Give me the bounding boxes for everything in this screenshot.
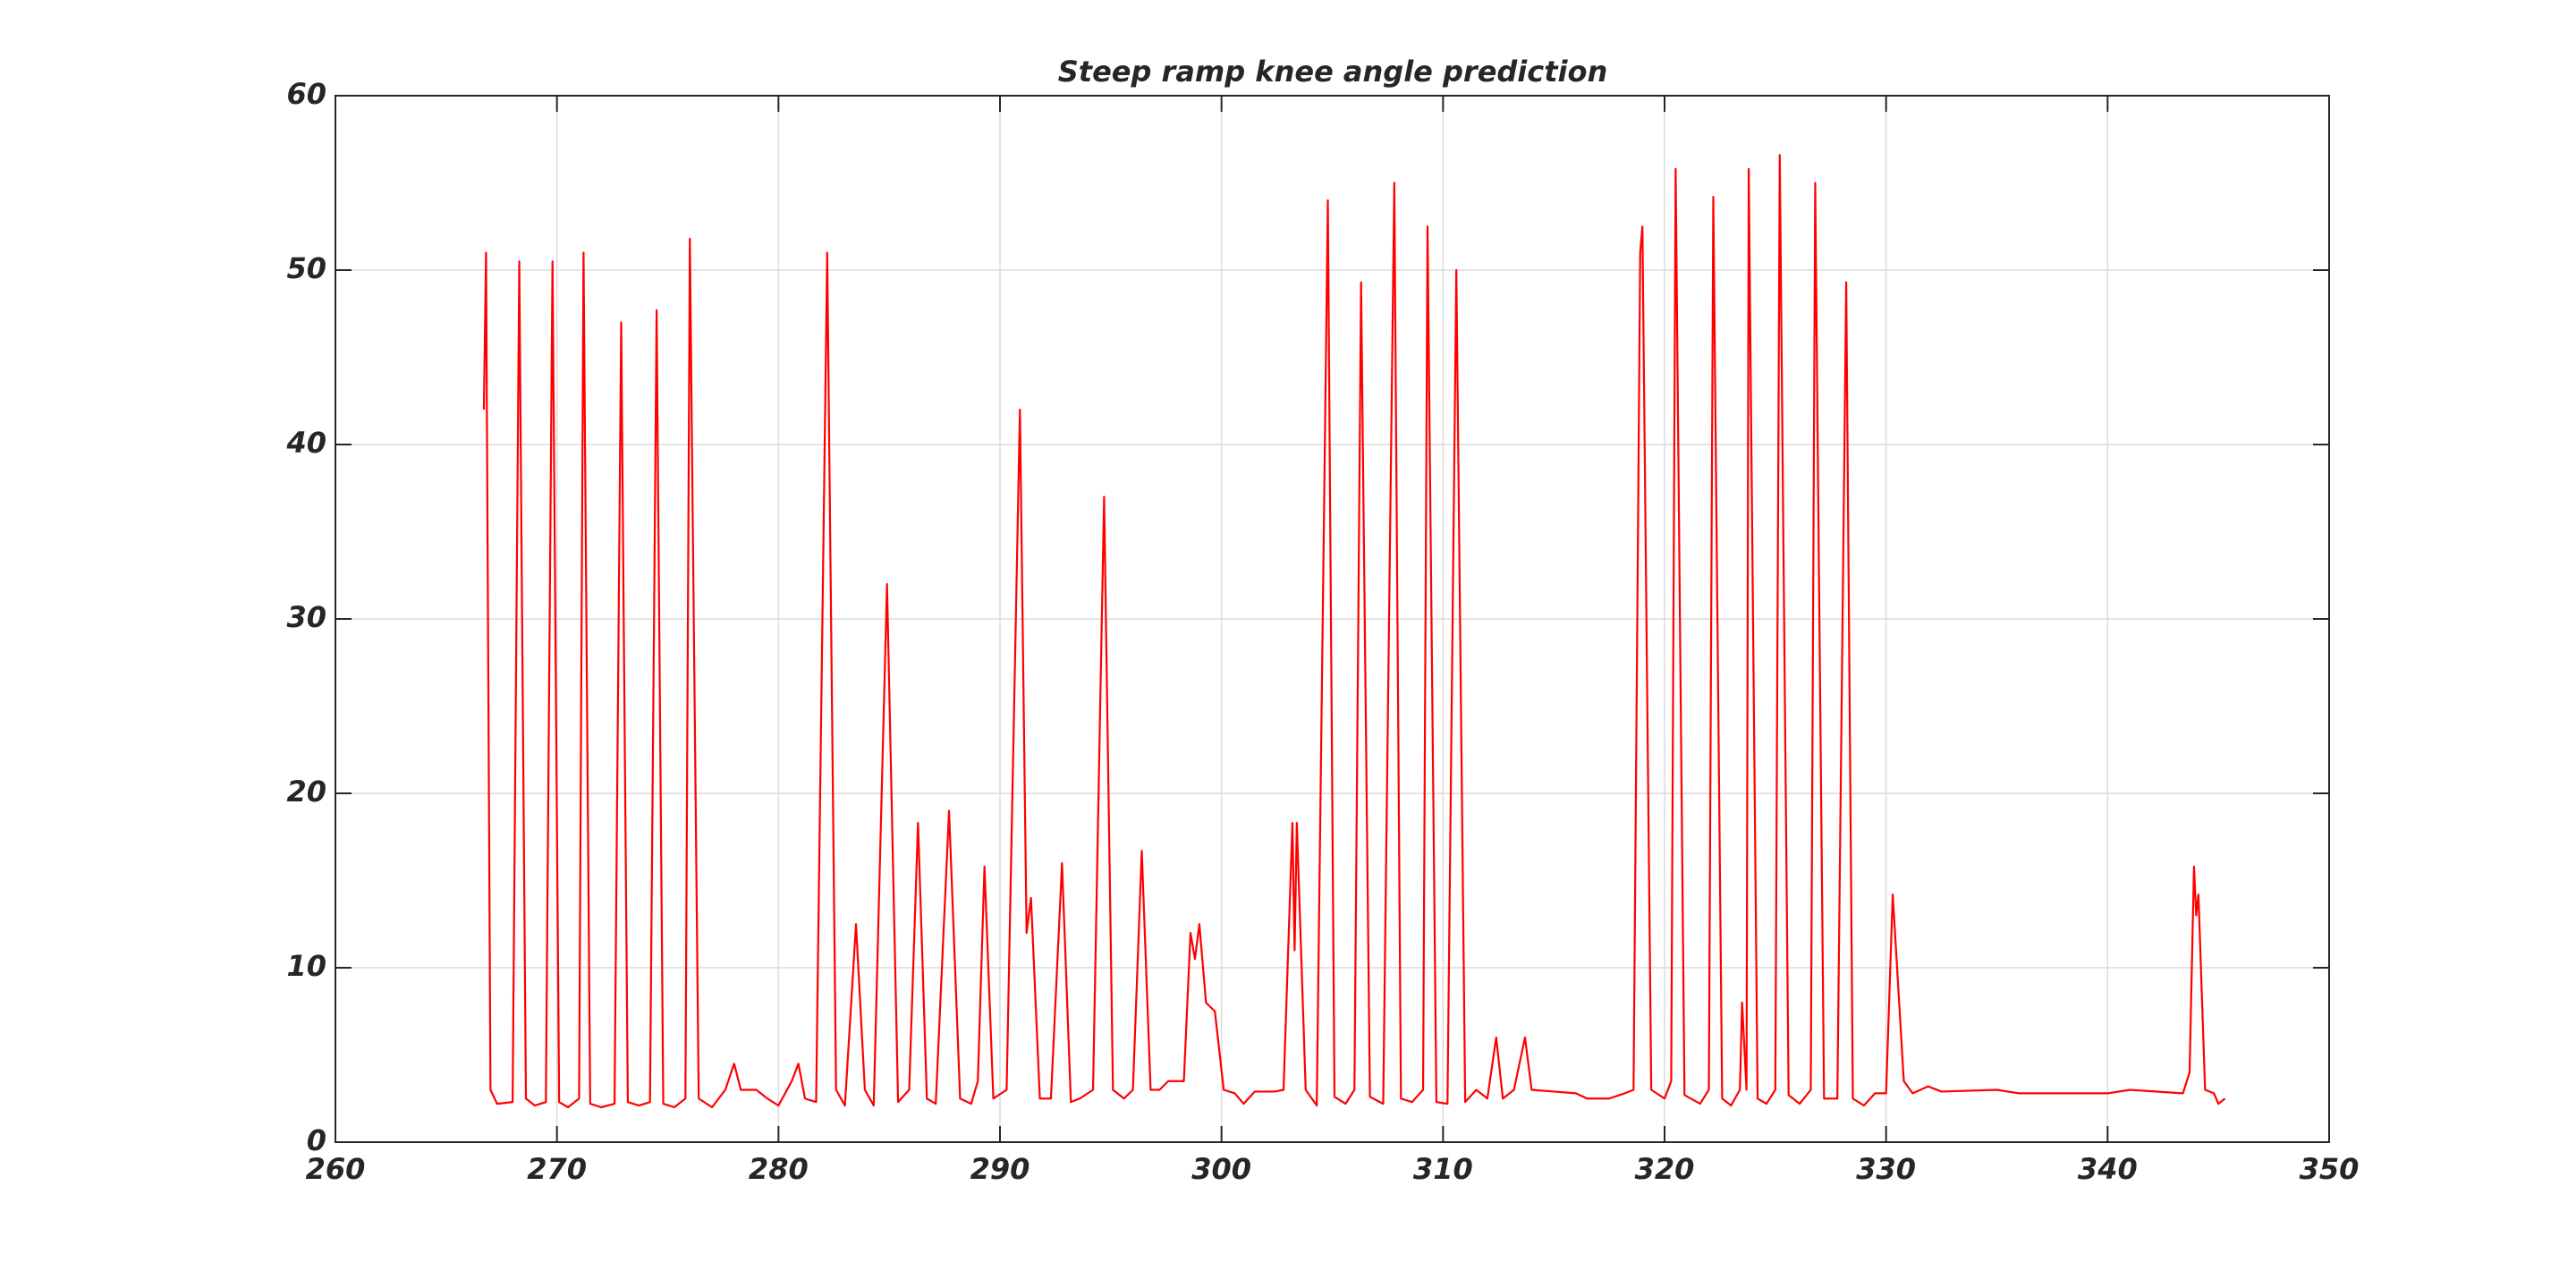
x-tick-label: 320 (1635, 1152, 1695, 1186)
x-tick-label: 260 (306, 1152, 366, 1186)
y-tick-label: 20 (286, 775, 326, 809)
x-tick-label: 280 (749, 1152, 809, 1186)
plot-frame (335, 95, 2330, 1143)
y-tick-label: 40 (285, 426, 326, 460)
x-tick-label: 350 (2300, 1152, 2360, 1186)
y-tick-label: 60 (286, 77, 326, 111)
y-tick-label: 50 (286, 251, 326, 285)
y-tick-label: 10 (286, 949, 326, 983)
x-tick-label: 290 (970, 1152, 1030, 1186)
x-tick-label: 330 (1856, 1152, 1916, 1186)
x-tick-label: 300 (1191, 1152, 1251, 1186)
chart-title: Steep ramp knee angle prediction (1058, 55, 1608, 89)
x-tick-label: 270 (527, 1152, 587, 1186)
x-tick-label: 340 (2078, 1152, 2138, 1186)
data-line (482, 154, 2226, 1109)
x-tick-label: 310 (1413, 1152, 1473, 1186)
y-tick-label: 30 (286, 600, 326, 634)
y-tick-label: 0 (307, 1123, 326, 1157)
